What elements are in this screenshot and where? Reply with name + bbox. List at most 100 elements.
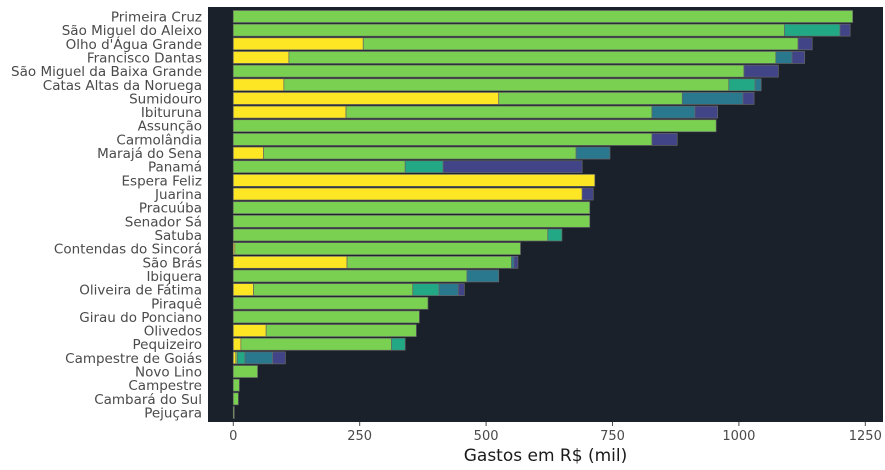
bar-segment-row-29-series-1 xyxy=(232,406,235,419)
bar-segment-row-3-series-3 xyxy=(775,51,793,64)
category-label-row-5: Catas Altas da Noruega xyxy=(43,78,202,94)
bar-segment-row-23-series-1 xyxy=(265,324,417,337)
bar-segment-row-10-series-3 xyxy=(575,146,611,160)
category-label-row-9: Carmolândia xyxy=(116,132,202,148)
bar-segment-row-10-series-1 xyxy=(263,146,577,160)
category-label-row-24: Pequizeiro xyxy=(133,337,203,353)
bar-segment-row-24-series-1 xyxy=(240,337,392,351)
category-label-row-13: Juarina xyxy=(154,187,202,203)
bar-segment-row-5-series-3 xyxy=(754,78,762,92)
bar-segment-row-20-series-1 xyxy=(253,283,414,296)
bar-segment-row-26-series-1 xyxy=(232,365,258,378)
bar-segment-row-0-series-1 xyxy=(232,10,854,23)
category-label-row-15: Senador Sá xyxy=(125,214,202,230)
bar-segment-row-10-series-0 xyxy=(232,146,264,160)
bar-segment-row-20-series-4 xyxy=(457,283,465,296)
category-label-row-14: Pracuúba xyxy=(139,201,202,217)
bar-segment-row-2-series-0 xyxy=(232,37,364,51)
category-label-row-6: Sumidouro xyxy=(129,91,202,107)
bar-segment-row-19-series-3 xyxy=(466,269,500,283)
bar-segment-row-1-series-4 xyxy=(839,23,851,37)
category-label-row-1: São Miguel do Aleixo xyxy=(62,23,202,39)
bar-segment-row-19-series-1 xyxy=(232,269,468,283)
category-label-row-23: Olivedos xyxy=(144,324,202,340)
category-label-row-8: Assunção xyxy=(138,119,202,135)
bar-segment-row-20-series-0 xyxy=(232,283,254,296)
bar-segment-row-21-series-1 xyxy=(232,296,429,310)
bar-segment-row-5-series-2 xyxy=(728,78,756,92)
bar-segment-row-25-series-4 xyxy=(272,351,286,365)
category-label-row-28: Cambará do Sul xyxy=(94,392,202,408)
x-axis-title: Gastos em R$ (mil) xyxy=(464,446,628,466)
category-label-row-10: Marajá do Sena xyxy=(97,146,202,162)
bar-segment-row-6-series-3 xyxy=(681,92,744,105)
bar-segment-row-9-series-1 xyxy=(232,133,653,146)
bar-segment-row-25-series-2 xyxy=(236,351,246,365)
category-label-row-18: São Brás xyxy=(142,255,202,271)
bar-segment-row-17-series-1 xyxy=(234,242,521,255)
bar-segment-row-6-series-0 xyxy=(232,92,500,105)
bar-segment-row-7-series-3 xyxy=(651,105,696,119)
bar-segment-row-3-series-0 xyxy=(232,51,290,64)
x-tick-label-500: 500 xyxy=(474,429,499,444)
bar-segment-row-15-series-1 xyxy=(232,214,591,228)
bar-segment-row-16-series-1 xyxy=(232,228,549,242)
bar-segment-row-7-series-4 xyxy=(694,105,719,119)
bar-segment-row-1-series-1 xyxy=(232,23,785,37)
bar-segment-row-7-series-0 xyxy=(232,105,347,119)
bar-segment-row-1-series-2 xyxy=(784,23,841,37)
category-label-row-2: Olho d'Água Grande xyxy=(66,36,202,53)
bar-segment-row-20-series-3 xyxy=(438,283,459,296)
x-ticks-group: 0 250 500 750 1000 1250 xyxy=(229,422,882,444)
bar-segment-row-25-series-0 xyxy=(232,351,237,365)
bar-segment-row-27-series-1 xyxy=(232,378,240,392)
category-label-row-26: Novo Lino xyxy=(135,365,202,381)
x-tick-label-1250: 1250 xyxy=(849,429,882,444)
bar-segment-row-5-series-1 xyxy=(283,78,730,92)
bar-segment-row-18-series-3 xyxy=(511,255,515,269)
bar-segment-row-18-series-1 xyxy=(346,255,512,269)
bars-group xyxy=(232,10,854,419)
bar-segment-row-9-series-4 xyxy=(651,133,678,146)
category-label-row-4: São Miguel da Baixa Grande xyxy=(11,64,202,80)
category-label-row-25: Campestre de Goiás xyxy=(65,351,202,367)
category-label-row-19: Ibiquera xyxy=(146,269,202,285)
bar-segment-row-6-series-1 xyxy=(498,92,683,105)
bar-segment-row-28-series-1 xyxy=(232,392,239,406)
category-label-row-17: Contendas do Sincorá xyxy=(54,242,202,258)
bar-segment-row-14-series-1 xyxy=(232,201,591,215)
bar-segment-row-24-series-0 xyxy=(232,337,242,351)
x-tick-label-750: 750 xyxy=(600,429,625,444)
category-label-row-22: Girau do Ponciano xyxy=(79,310,202,326)
bar-segment-row-4-series-1 xyxy=(232,64,745,78)
x-tick-label-250: 250 xyxy=(347,429,372,444)
bar-segment-row-8-series-1 xyxy=(232,119,717,133)
bar-segment-row-23-series-0 xyxy=(232,324,267,337)
bar-segment-row-13-series-0 xyxy=(232,187,583,201)
bar-segment-row-18-series-4 xyxy=(513,255,519,269)
x-tick-label-0: 0 xyxy=(229,429,237,444)
bar-segment-row-22-series-1 xyxy=(232,310,420,324)
bar-segment-row-18-series-0 xyxy=(232,255,348,269)
bar-segment-row-2-series-1 xyxy=(362,37,799,51)
bar-segment-row-20-series-2 xyxy=(412,283,440,296)
category-label-row-20: Oliveira de Fátima xyxy=(79,283,202,299)
bar-segment-row-11-series-4 xyxy=(442,160,583,174)
category-label-row-7: Ibituruna xyxy=(141,105,202,121)
bar-segment-row-13-series-4 xyxy=(581,187,594,201)
x-tick-label-1000: 1000 xyxy=(722,429,755,444)
category-label-row-16: Satuba xyxy=(154,228,202,244)
bar-segment-row-7-series-1 xyxy=(345,105,653,119)
bar-segment-row-3-series-1 xyxy=(288,51,777,64)
bar-segment-row-2-series-4 xyxy=(797,37,813,51)
bar-segment-row-16-series-2 xyxy=(547,228,563,242)
bar-segment-row-11-series-2 xyxy=(404,160,444,174)
category-label-row-0: Primeira Cruz xyxy=(111,10,202,26)
category-label-row-27: Campestre xyxy=(128,378,202,394)
bar-segment-row-4-series-4 xyxy=(743,64,779,78)
bar-segment-row-11-series-1 xyxy=(232,160,406,174)
category-label-row-29: Pejuçara xyxy=(144,406,202,422)
